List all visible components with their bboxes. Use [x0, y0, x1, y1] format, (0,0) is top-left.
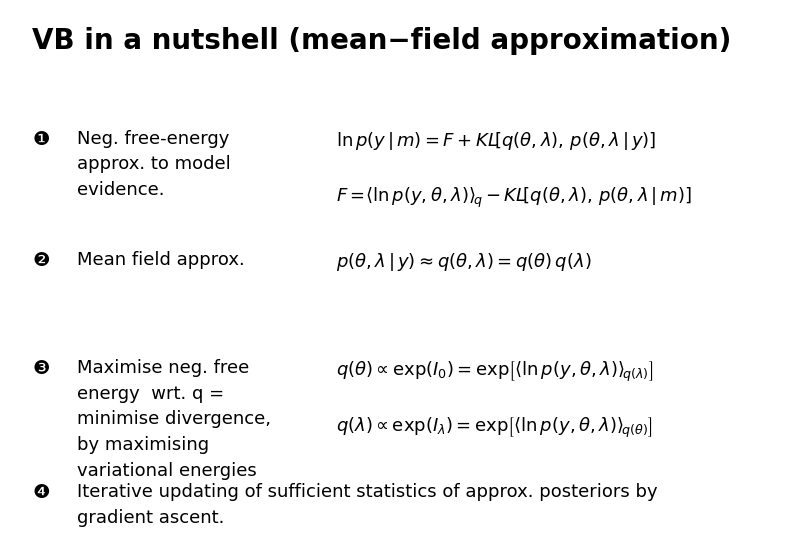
Text: VB in a nutshell (mean−field approximation): VB in a nutshell (mean−field approximati…	[32, 27, 731, 55]
Text: $q(\lambda)\propto\exp\!\left(I_{\lambda}\right)=\exp\!\left[\left\langle \ln p(: $q(\lambda)\propto\exp\!\left(I_{\lambda…	[336, 416, 653, 440]
Text: Neg. free-energy
approx. to model
evidence.: Neg. free-energy approx. to model eviden…	[77, 130, 231, 199]
Text: Iterative updating of sufficient statistics of approx. posteriors by
gradient as: Iterative updating of sufficient statist…	[77, 483, 658, 527]
Text: ❸: ❸	[32, 359, 50, 378]
Text: $p\left(\theta,\lambda\,|\,y\right)\approx q(\theta,\lambda)=q(\theta)\,q(\lambd: $p\left(\theta,\lambda\,|\,y\right)\appr…	[336, 251, 591, 273]
Text: ❷: ❷	[32, 251, 50, 270]
Text: $F=\!\left\langle \ln p(y,\theta,\lambda)\right\rangle_{\!q}-KL\!\left[q(\theta,: $F=\!\left\langle \ln p(y,\theta,\lambda…	[336, 186, 692, 211]
Text: ❶: ❶	[32, 130, 50, 148]
Text: $\ln p\left(y\,|\,m\right)=F+KL\!\left[q(\theta,\lambda),\,p(\theta,\lambda\,|\,: $\ln p\left(y\,|\,m\right)=F+KL\!\left[q…	[336, 130, 656, 152]
Text: $q(\theta)\propto\exp\!\left(I_0\right)=\exp\!\left[\left\langle \ln p(y,\theta,: $q(\theta)\propto\exp\!\left(I_0\right)=…	[336, 359, 654, 383]
Text: ❹: ❹	[32, 483, 50, 502]
Text: Maximise neg. free
energy  wrt. q =
minimise divergence,
by maximising
variation: Maximise neg. free energy wrt. q = minim…	[77, 359, 271, 480]
Text: Mean field approx.: Mean field approx.	[77, 251, 245, 269]
